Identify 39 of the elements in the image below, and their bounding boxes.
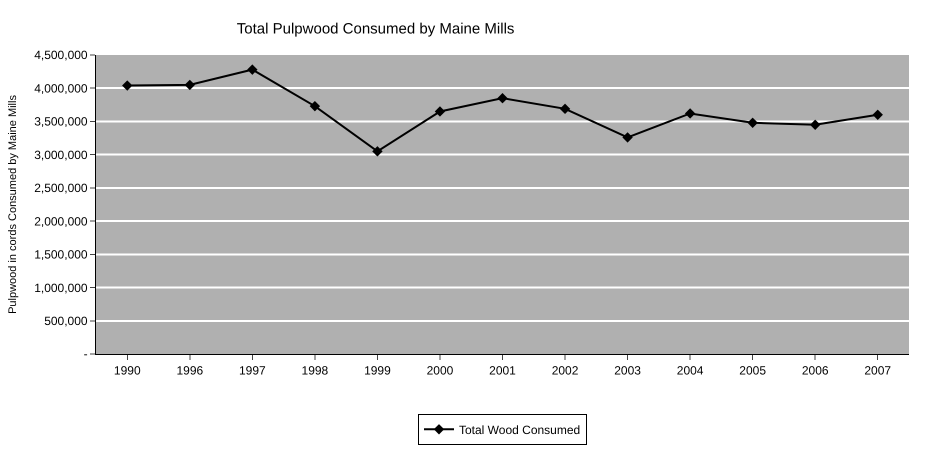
x-tick-label: 2002 bbox=[552, 363, 579, 378]
point bbox=[872, 110, 883, 120]
x-tick-label: 1999 bbox=[364, 363, 392, 378]
y-tick-label: 1,000,000 bbox=[34, 280, 88, 295]
y-tick-label: 2,000,000 bbox=[34, 214, 88, 228]
x-tick-label: 2001 bbox=[489, 363, 516, 378]
x-tick-label: 2005 bbox=[739, 363, 766, 378]
point bbox=[560, 104, 570, 114]
x-tick-label: 2004 bbox=[676, 363, 704, 378]
x-tick-label: 1998 bbox=[302, 363, 329, 378]
point bbox=[310, 100, 320, 112]
legend-label: Total Wood Consumed bbox=[459, 422, 580, 437]
point bbox=[747, 118, 758, 128]
point bbox=[372, 146, 383, 157]
point bbox=[497, 92, 508, 104]
y-axis-title: Pulpwood in cords Consumed by Maine Mills bbox=[6, 94, 19, 314]
y-tick-label: 4,000,000 bbox=[34, 81, 88, 96]
y-tick-label: 4,500,000 bbox=[34, 48, 88, 62]
y-tick-label: 500,000 bbox=[44, 314, 88, 328]
point bbox=[684, 108, 696, 119]
x-tick-label: 1997 bbox=[239, 363, 266, 378]
point bbox=[434, 106, 446, 117]
x-tick-label: 2003 bbox=[614, 363, 642, 378]
x-tick-label: 1996 bbox=[176, 363, 204, 378]
x-tick-label: 2006 bbox=[802, 363, 829, 378]
point bbox=[247, 64, 258, 75]
y-tick-label: - bbox=[84, 347, 88, 362]
y-tick-label: 1,500,000 bbox=[34, 248, 88, 262]
point bbox=[622, 132, 633, 143]
chart-title: Total Pulpwood Consumed by Maine Mills bbox=[236, 20, 514, 38]
x-tick-label: 2000 bbox=[426, 363, 454, 378]
y-tick-label: 3,500,000 bbox=[34, 114, 88, 129]
x-tick-label: 2007 bbox=[864, 363, 892, 378]
y-tick-label: 2,500,000 bbox=[34, 181, 88, 196]
point bbox=[184, 80, 196, 90]
point bbox=[122, 80, 132, 91]
point bbox=[810, 120, 820, 130]
x-tick-label: 1990 bbox=[114, 363, 141, 378]
y-tick-label: 3,000,000 bbox=[34, 148, 88, 162]
